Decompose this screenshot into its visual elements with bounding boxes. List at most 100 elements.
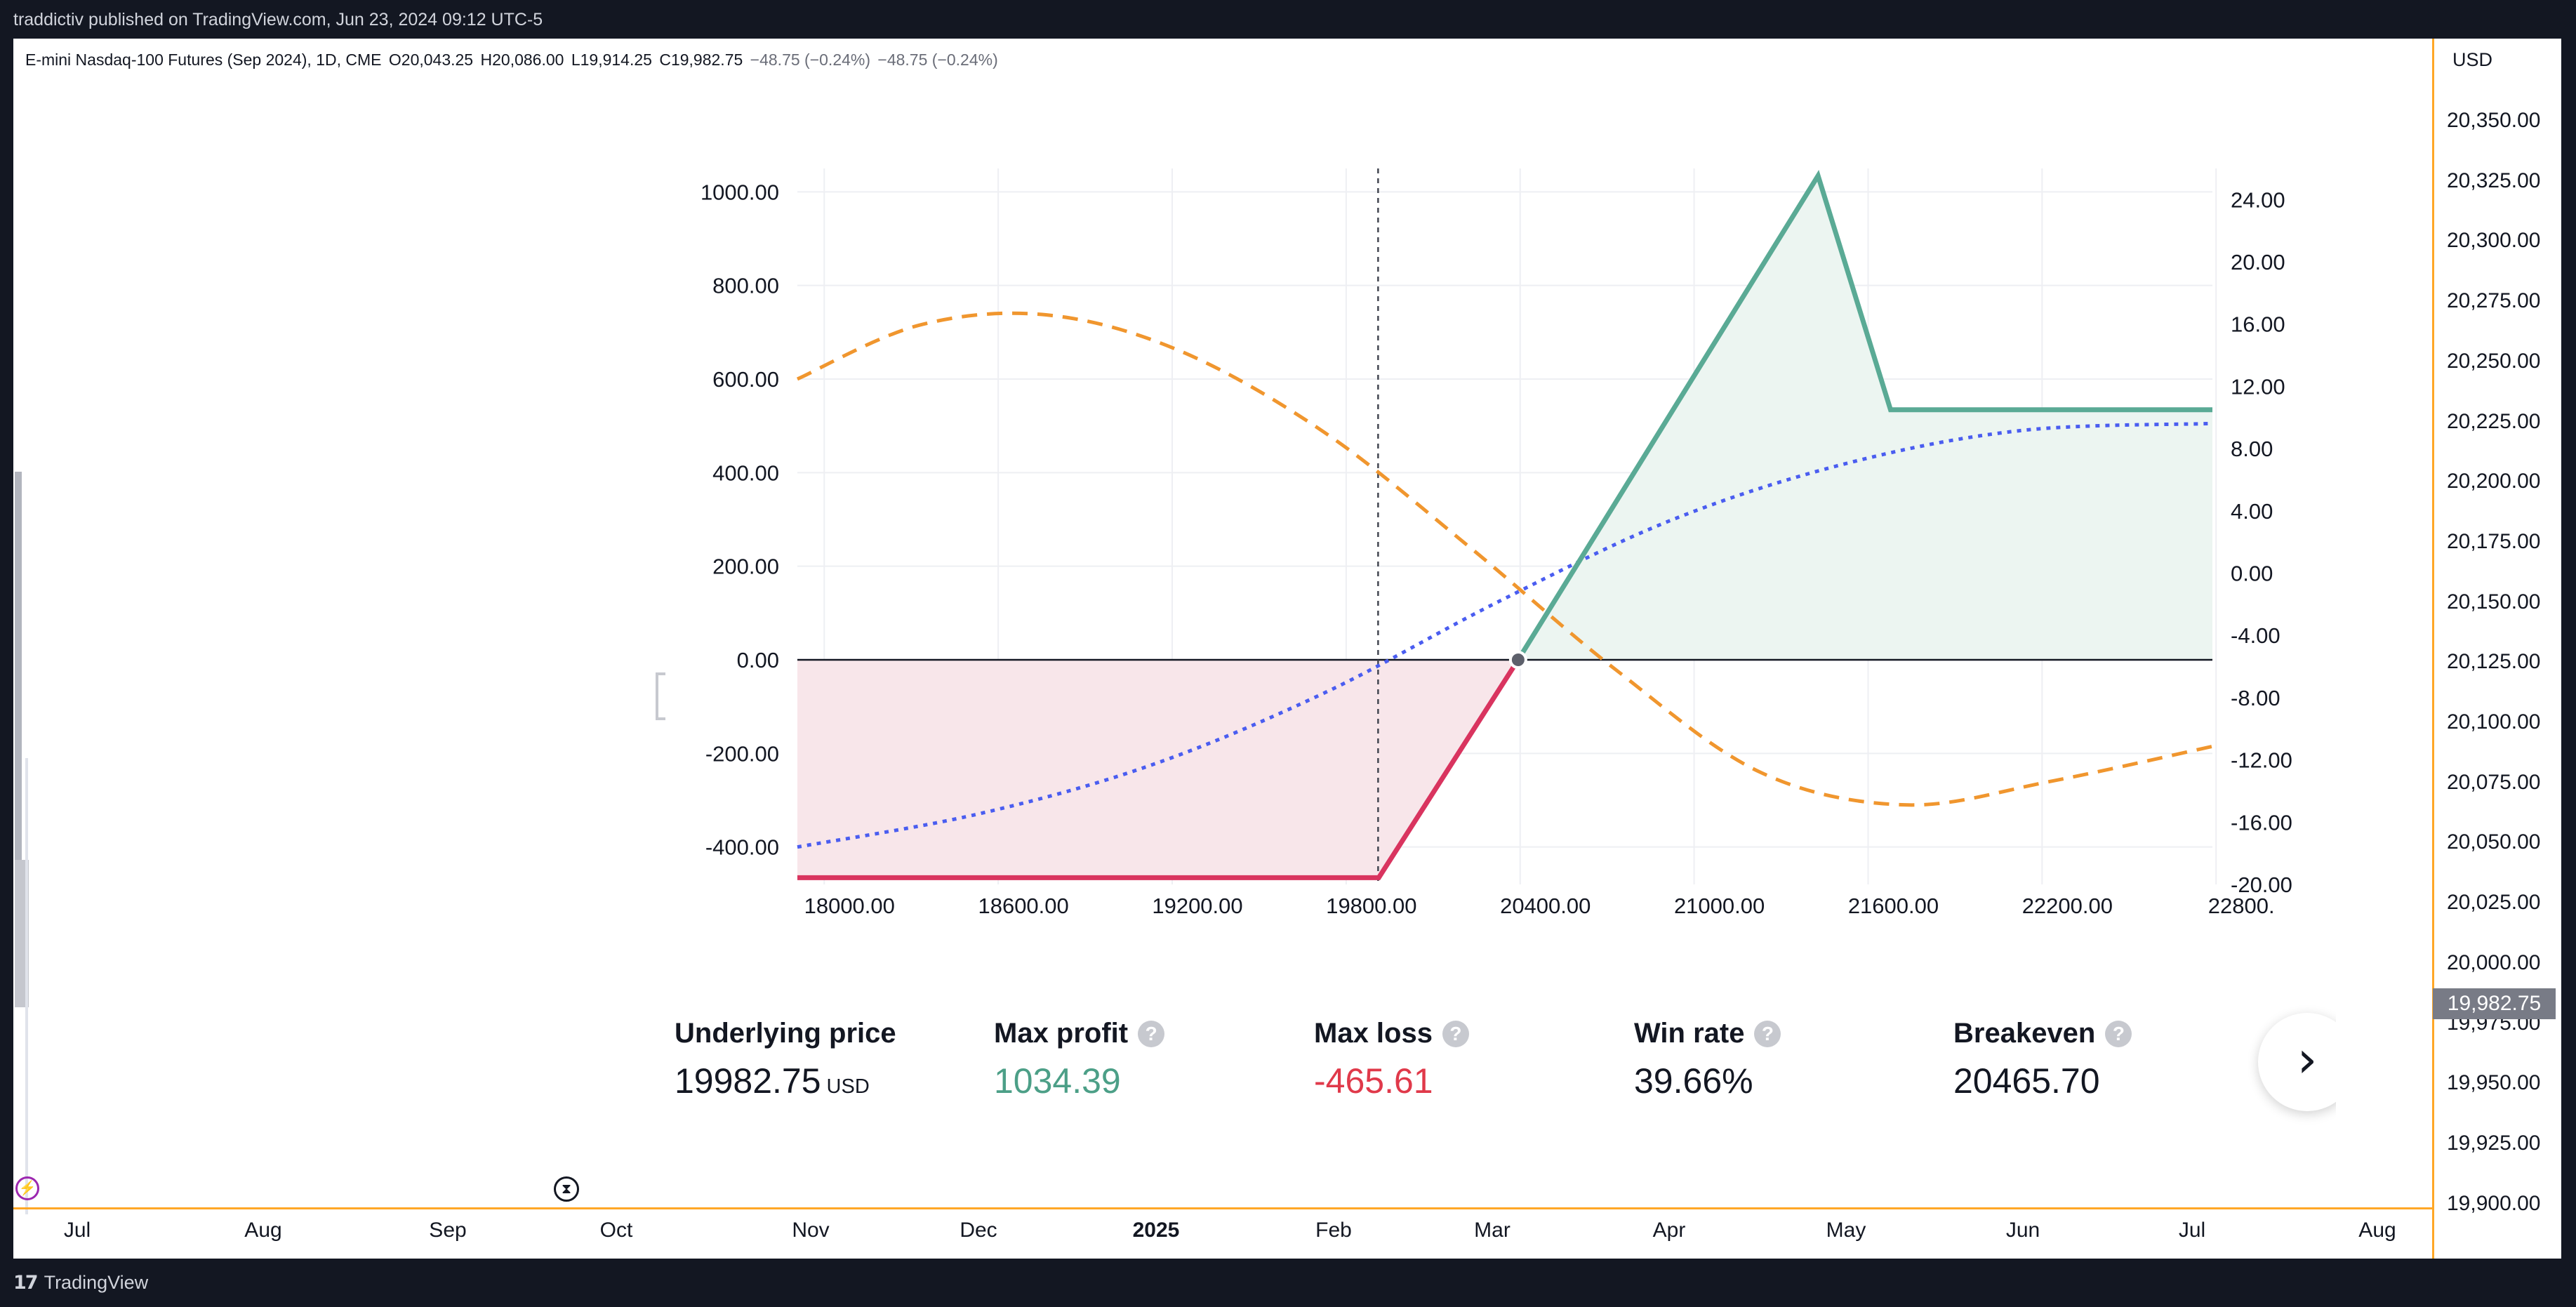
y-tick-right: -16.00 <box>2231 810 2292 835</box>
time-tick: Aug <box>244 1219 282 1242</box>
ohlc-change: −48.75 (−0.24%) <box>750 51 871 69</box>
publish-header: traddictiv published on TradingView.com,… <box>0 0 2576 39</box>
x-tick: 19200.00 <box>1152 894 1242 918</box>
price-tick: 20,050.00 <box>2447 830 2541 854</box>
stat-underlying: Underlying price 19982.75 USD <box>675 1018 896 1101</box>
y-tick-left: 400.00 <box>712 460 779 485</box>
widget-side-handle[interactable] <box>656 672 665 720</box>
symbol-name[interactable]: E-mini Nasdaq-100 Futures (Sep 2024), 1D… <box>25 51 382 69</box>
price-tick: 20,175.00 <box>2447 529 2541 553</box>
price-tick: 20,000.00 <box>2447 950 2541 974</box>
y-tick-right: -4.00 <box>2231 623 2280 648</box>
loss-area <box>797 660 1518 878</box>
underlying-value-row: 19982.75 USD <box>675 1061 896 1101</box>
stat-breakeven: Breakeven ? 20465.70 <box>1953 1018 2132 1101</box>
x-tick: 22800. <box>2208 894 2275 918</box>
max-loss-label-row: Max loss ? <box>1314 1018 1469 1049</box>
currency-label[interactable]: USD <box>2452 49 2493 70</box>
ohlc-close: C19,982.75 <box>659 51 743 69</box>
ohlc-open: O20,043.25 <box>388 51 474 69</box>
win-rate-label-row: Win rate ? <box>1634 1018 1781 1049</box>
win-rate-label: Win rate <box>1634 1018 1745 1049</box>
time-axis-border <box>13 1207 2434 1209</box>
flash-icon[interactable]: ⚡ <box>15 1176 39 1200</box>
y-tick-right: 16.00 <box>2231 312 2285 337</box>
brand-name: TradingView <box>44 1271 149 1293</box>
help-icon[interactable]: ? <box>1754 1020 1781 1047</box>
hourglass-icon[interactable]: ⧗ <box>554 1176 579 1202</box>
y-tick-left: 1000.00 <box>701 180 779 204</box>
price-tick: 19,925.00 <box>2447 1131 2541 1155</box>
y-tick-right: 8.00 <box>2231 437 2273 461</box>
price-tick: 19,950.00 <box>2447 1071 2541 1095</box>
max-profit-label: Max profit <box>994 1018 1129 1049</box>
stat-win-rate: Win rate ? 39.66% <box>1634 1018 1781 1101</box>
max-loss-value: -465.61 <box>1314 1061 1433 1101</box>
max-loss-label: Max loss <box>1314 1018 1433 1049</box>
help-icon[interactable]: ? <box>2105 1020 2132 1047</box>
help-icon[interactable]: ? <box>1138 1020 1165 1047</box>
price-tick: 20,075.00 <box>2447 770 2541 794</box>
x-tick: 21600.00 <box>1848 894 1939 918</box>
footer-bar: 17 TradingView <box>0 1259 2576 1307</box>
price-tick: 20,300.00 <box>2447 229 2541 253</box>
price-tick: 20,150.00 <box>2447 590 2541 613</box>
blue-dotted-series <box>797 421 2213 849</box>
price-tick: 20,225.00 <box>2447 409 2541 433</box>
tradingview-logo-icon: 17 <box>13 1271 39 1294</box>
max-profit-label-row: Max profit ? <box>994 1018 1165 1049</box>
payoff-loss-line <box>797 658 1520 880</box>
price-tick: 19,900.00 <box>2447 1191 2541 1215</box>
payoff-profit-line <box>1515 170 2212 661</box>
left-scrollbar[interactable] <box>15 472 22 889</box>
time-tick: Jun <box>2005 1219 2040 1242</box>
symbol-legend: E-mini Nasdaq-100 Futures (Sep 2024), 1D… <box>25 51 1001 69</box>
x-tick: 21000.00 <box>1674 894 1765 918</box>
y-tick-right: 24.00 <box>2231 187 2285 212</box>
time-tick: Aug <box>2358 1219 2396 1242</box>
price-tick: 20,125.00 <box>2447 650 2541 674</box>
last-price-label: 19,982.75 <box>2433 988 2556 1019</box>
ohlc-high: H20,086.00 <box>480 51 564 69</box>
x-tick: 18000.00 <box>804 894 895 918</box>
underlying-value: 19982.75 <box>675 1061 821 1101</box>
orange-dashed-series <box>796 311 2213 807</box>
time-tick: 2025 <box>1132 1219 1180 1242</box>
tradingview-logo[interactable]: 17 TradingView <box>13 1270 148 1295</box>
left-divider <box>25 758 28 1214</box>
stat-max-profit: Max profit ? 1034.39 <box>994 1018 1165 1101</box>
x-tick: 18600.00 <box>978 894 1068 918</box>
ohlc-change-2: −48.75 (−0.24%) <box>877 51 998 69</box>
time-tick: Sep <box>429 1219 467 1242</box>
y-tick-left: -200.00 <box>705 741 779 766</box>
max-profit-value: 1034.39 <box>994 1061 1121 1101</box>
price-tick: 20,325.00 <box>2447 168 2541 192</box>
time-tick: May <box>1826 1219 1866 1242</box>
breakeven-label: Breakeven <box>1953 1018 2096 1049</box>
underlying-unit: USD <box>826 1075 870 1098</box>
time-tick: Jul <box>63 1219 91 1242</box>
breakeven-value: 20465.70 <box>1953 1061 2100 1101</box>
x-tick: 19800.00 <box>1326 894 1416 918</box>
time-tick: Apr <box>1652 1219 1686 1242</box>
time-tick: Nov <box>792 1219 830 1242</box>
breakeven-label-row: Breakeven ? <box>1953 1018 2132 1049</box>
time-tick: Oct <box>599 1219 633 1242</box>
y-tick-right: -12.00 <box>2231 748 2292 773</box>
price-tick: 20,275.00 <box>2447 289 2541 313</box>
y-tick-right: 12.00 <box>2231 374 2285 399</box>
y-tick-left: 200.00 <box>712 555 779 579</box>
y-tick-left: 600.00 <box>712 367 779 392</box>
y-tick-left: -400.00 <box>705 835 779 860</box>
help-icon[interactable]: ? <box>1442 1020 1469 1047</box>
time-tick: Feb <box>1315 1219 1352 1242</box>
time-tick: Mar <box>1474 1219 1511 1242</box>
breakeven-marker <box>1508 651 1527 669</box>
y-tick-right: -20.00 <box>2231 873 2292 897</box>
y-tick-left: 800.00 <box>712 274 779 298</box>
underlying-label: Underlying price <box>675 1018 896 1049</box>
price-tick: 20,350.00 <box>2447 109 2541 132</box>
x-tick: 22200.00 <box>2022 894 2113 918</box>
time-tick: Dec <box>960 1219 997 1242</box>
